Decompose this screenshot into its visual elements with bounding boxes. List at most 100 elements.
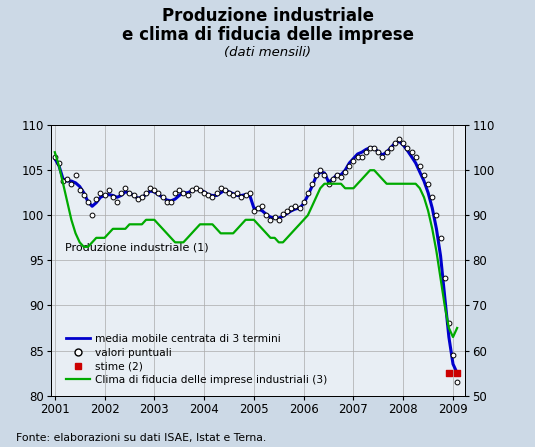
Point xyxy=(386,144,395,151)
Point xyxy=(163,198,171,205)
Point xyxy=(237,194,246,201)
Point xyxy=(50,153,59,160)
Point xyxy=(383,149,391,156)
Point xyxy=(453,370,461,377)
Point xyxy=(291,203,300,210)
Point xyxy=(270,214,279,221)
Point xyxy=(440,275,449,282)
Point xyxy=(246,189,254,196)
Point xyxy=(449,351,457,358)
Point xyxy=(88,212,96,219)
Point xyxy=(166,198,175,205)
Point xyxy=(134,195,142,202)
Point xyxy=(204,192,212,199)
Point xyxy=(320,171,328,178)
Point xyxy=(370,144,378,151)
Point xyxy=(80,192,88,199)
Point xyxy=(171,189,179,196)
Point xyxy=(142,189,150,196)
Legend: media mobile centrata di 3 termini, valori puntuali, stime (2), Clima di fiducia: media mobile centrata di 3 termini, valo… xyxy=(66,334,327,385)
Text: e clima di fiducia delle imprese: e clima di fiducia delle imprese xyxy=(121,26,414,44)
Point xyxy=(187,186,196,194)
Point xyxy=(395,135,403,142)
Point xyxy=(117,189,125,196)
Point xyxy=(366,144,374,151)
Point xyxy=(208,194,217,201)
Point xyxy=(125,189,134,196)
Point xyxy=(312,171,320,178)
Point xyxy=(308,180,316,187)
Point xyxy=(324,180,333,187)
Point xyxy=(109,194,117,201)
Point xyxy=(266,216,275,224)
Point xyxy=(192,185,200,192)
Point xyxy=(83,198,92,205)
Point xyxy=(225,189,233,196)
Text: Produzione industriale (1): Produzione industriale (1) xyxy=(65,243,209,253)
Point xyxy=(158,194,167,201)
Point xyxy=(436,234,445,241)
Point xyxy=(129,192,138,199)
Point xyxy=(300,198,308,205)
Text: Fonte: elaborazioni su dati ISAE, Istat e Terna.: Fonte: elaborazioni su dati ISAE, Istat … xyxy=(16,433,266,443)
Point xyxy=(137,194,146,201)
Point xyxy=(71,171,80,178)
Text: (dati mensili): (dati mensili) xyxy=(224,46,311,59)
Point xyxy=(399,139,408,147)
Point xyxy=(349,158,358,165)
Point xyxy=(55,160,63,167)
Point xyxy=(279,210,287,217)
Point xyxy=(378,153,387,160)
Point xyxy=(220,186,229,194)
Point xyxy=(419,171,428,178)
Point xyxy=(196,186,204,194)
Point xyxy=(184,192,192,199)
Point xyxy=(258,203,266,210)
Point xyxy=(233,189,242,196)
Point xyxy=(333,171,341,178)
Point xyxy=(229,192,238,199)
Point xyxy=(254,205,262,212)
Point xyxy=(295,205,304,212)
Text: Produzione industriale: Produzione industriale xyxy=(162,7,373,25)
Point xyxy=(179,189,188,196)
Point xyxy=(445,320,453,327)
Point xyxy=(92,195,101,202)
Point xyxy=(100,192,109,199)
Point xyxy=(96,189,105,196)
Point xyxy=(274,216,283,224)
Point xyxy=(67,180,75,187)
Point xyxy=(63,176,72,183)
Point xyxy=(241,192,250,199)
Point xyxy=(391,139,399,147)
Point xyxy=(357,153,366,160)
Point xyxy=(75,186,84,194)
Point xyxy=(403,144,411,151)
Point xyxy=(407,149,416,156)
Point xyxy=(453,379,461,386)
Point xyxy=(212,189,221,196)
Point xyxy=(362,149,370,156)
Point xyxy=(416,162,424,169)
Point xyxy=(59,177,67,185)
Point xyxy=(303,189,312,196)
Point xyxy=(283,207,292,215)
Point xyxy=(328,176,337,183)
Point xyxy=(104,186,113,194)
Point xyxy=(337,174,345,181)
Point xyxy=(411,153,420,160)
Point xyxy=(287,205,295,212)
Point xyxy=(428,194,437,201)
Point xyxy=(121,185,129,192)
Point xyxy=(424,180,432,187)
Point xyxy=(341,169,349,176)
Point xyxy=(175,186,184,194)
Point xyxy=(150,186,159,194)
Point xyxy=(146,185,155,192)
Point xyxy=(250,207,258,215)
Point xyxy=(262,212,271,219)
Point xyxy=(154,189,163,196)
Point xyxy=(345,162,354,169)
Point xyxy=(445,370,453,377)
Point xyxy=(200,189,209,196)
